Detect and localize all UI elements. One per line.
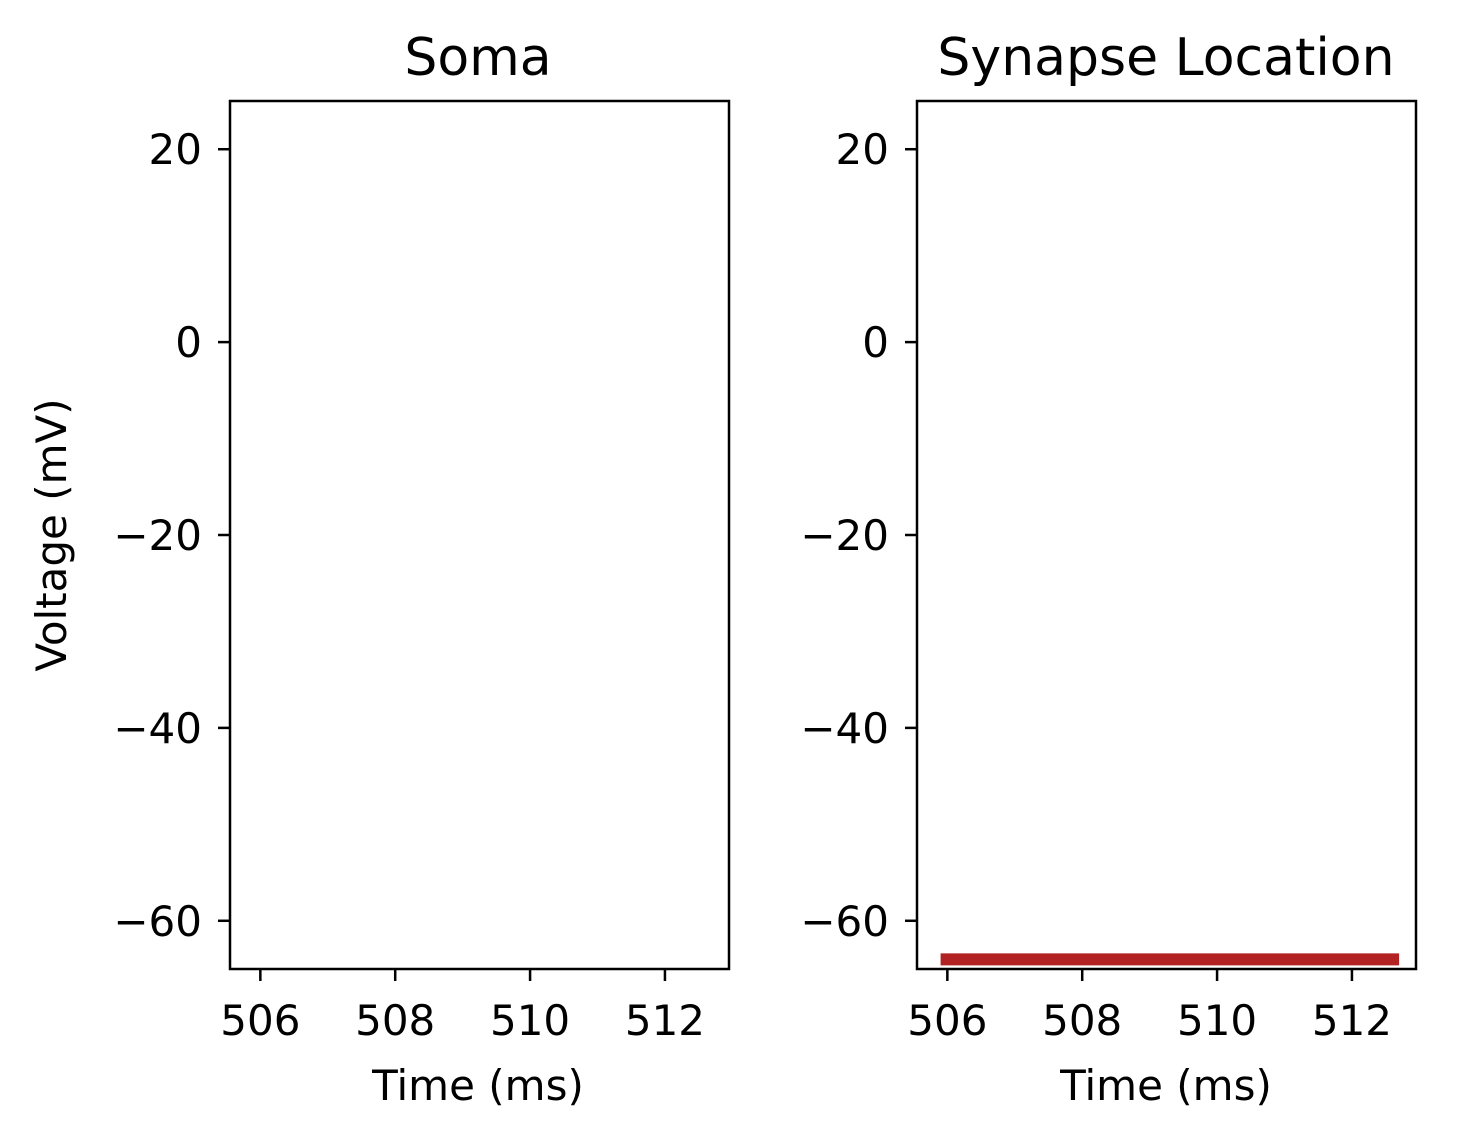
synapse-panel: Synapse Location 506 508 510 512 20 0 −20 −40 −6… <box>800 28 1418 1110</box>
soma-y-tick-label: −40 <box>113 704 202 753</box>
synapse-x-tick-label: 508 <box>1042 996 1122 1045</box>
synapse-x-tick-label: 510 <box>1177 996 1257 1045</box>
synapse-x-tick-label: 506 <box>907 996 987 1045</box>
soma-y-tick-label: 0 <box>175 318 202 367</box>
synapse-y-tick-label: −40 <box>800 704 889 753</box>
soma-x-tick-label: 510 <box>490 996 570 1045</box>
synapse-plot-frame <box>915 99 1418 971</box>
y-axis-label: Voltage (mV) <box>27 398 76 671</box>
synapse-ticks: 506 508 510 512 20 0 −20 −40 −60 <box>800 125 1392 1045</box>
soma-x-tick-label: 512 <box>625 996 705 1045</box>
synapse-x-tick-label: 512 <box>1312 996 1392 1045</box>
soma-y-tick-label: −60 <box>113 897 202 946</box>
soma-plot-frame <box>228 99 731 971</box>
soma-x-tick-label: 506 <box>220 996 300 1045</box>
soma-x-axis-label: Time (ms) <box>371 1061 584 1110</box>
synapse-y-tick-label: −60 <box>800 897 889 946</box>
synapse-y-tick-label: 0 <box>862 318 889 367</box>
synapse-x-axis-label: Time (ms) <box>1059 1061 1272 1110</box>
soma-y-tick-label: −20 <box>113 511 202 560</box>
soma-ticks: 506 508 510 512 20 0 −20 −40 −60 <box>113 125 705 1045</box>
synapse-y-tick-label: −20 <box>800 511 889 560</box>
synapse-y-tick-label: 20 <box>836 125 889 174</box>
soma-y-tick-label: 20 <box>149 125 202 174</box>
synapse-title: Synapse Location <box>937 28 1394 88</box>
soma-title: Soma <box>404 28 551 88</box>
soma-x-tick-label: 508 <box>355 996 435 1045</box>
